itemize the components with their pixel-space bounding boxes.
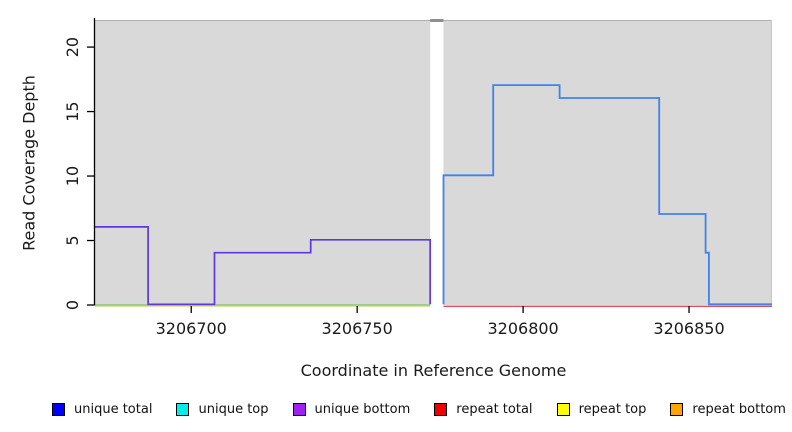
legend: unique total unique top unique bottom repea…	[52, 398, 786, 420]
legend-label-repeat-total: repeat total	[456, 401, 533, 417]
legend-item-repeat-total: repeat total	[434, 401, 533, 417]
legend-item-repeat-bottom: repeat bottom	[670, 402, 786, 417]
series-unique-bottom-left	[95, 226, 432, 306]
legend-swatch-repeat-top	[556, 402, 570, 416]
legend-swatch-repeat-total	[434, 402, 448, 416]
legend-swatch-unique-top	[176, 402, 190, 416]
series-unique-total-right	[442, 84, 772, 306]
legend-item-unique-top: unique top	[176, 401, 269, 417]
legend-item-unique-total: unique total	[52, 402, 152, 417]
x-tick-label: 3206850	[653, 319, 724, 338]
legend-label-unique-bottom: unique bottom	[314, 401, 411, 417]
gap-top-mark	[430, 19, 444, 22]
legend-swatch-unique-total	[52, 402, 65, 416]
y-tick-label: 10	[63, 166, 82, 186]
y-tick-label: 15	[63, 101, 82, 121]
legend-swatch-repeat-bottom	[670, 402, 684, 416]
legend-label-unique-total: unique total	[74, 401, 153, 417]
legend-item-unique-bottom: unique bottom	[292, 401, 411, 417]
no-data-gap	[430, 19, 444, 306]
legend-item-repeat-top: repeat top	[556, 401, 647, 417]
x-tick-label: 3206800	[487, 319, 558, 338]
y-tick-label: 0	[63, 300, 82, 310]
x-tick-label: 3206700	[156, 319, 227, 338]
legend-swatch-unique-bottom	[292, 402, 306, 416]
y-axis-title: Read Coverage Depth	[19, 75, 39, 251]
legend-label-repeat-top: repeat top	[578, 401, 647, 417]
x-axis-title: Coordinate in Reference Genome	[300, 361, 567, 380]
y-tick-label: 20	[63, 37, 82, 57]
x-tick-label: 3206750	[322, 319, 393, 338]
y-tick-label: 5	[63, 235, 82, 245]
legend-label-unique-top: unique top	[198, 401, 269, 417]
legend-label-repeat-bottom: repeat bottom	[692, 401, 786, 417]
